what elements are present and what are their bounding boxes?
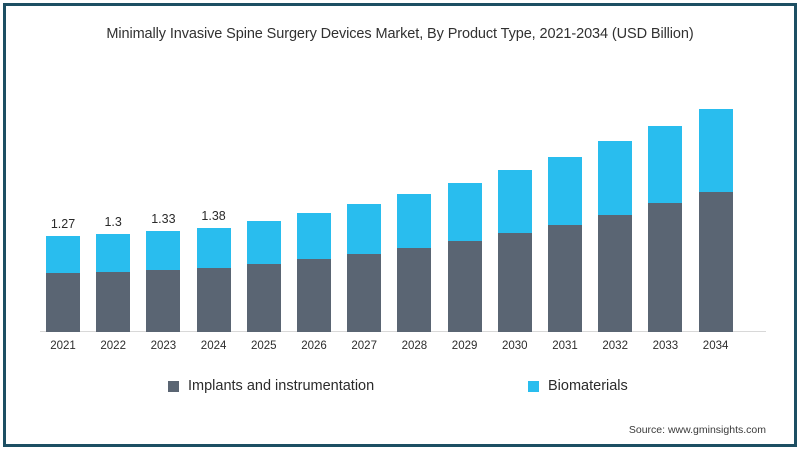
bar-segment-biomaterials[interactable] [96,233,131,272]
bar-segment-implants[interactable] [698,192,733,332]
bar-segment-implants[interactable] [347,254,382,332]
bar-segment-biomaterials[interactable] [347,204,382,255]
bar-segment-implants[interactable] [146,270,181,332]
bar-segment-implants[interactable] [246,263,281,332]
bar-segment-biomaterials[interactable] [196,227,231,268]
legend-swatch-icon [168,380,179,392]
bar-value-label: 1.27 [50,216,76,231]
x-axis-tick-label: 2033 [652,340,679,352]
bar-segment-biomaterials[interactable] [297,213,331,260]
bar-segment-biomaterials[interactable] [46,235,80,274]
x-axis-tick-label: 2024 [200,340,227,352]
page-title: Minimally Invasive Spine Surgery Devices… [106,26,694,42]
legend-item[interactable]: Biomaterials [528,374,628,398]
bar-value-label: 1.3 [104,214,122,229]
bar-segment-biomaterials[interactable] [648,125,683,204]
x-axis-tick-label: 2032 [602,340,628,352]
bar-segment-implants[interactable] [297,259,331,332]
bar-value-label: 1.38 [201,208,226,223]
source-caption: Source: www.gminsights.com [628,424,766,436]
x-axis-tick-label: 2023 [150,340,177,352]
bar-segment-biomaterials[interactable] [548,156,582,225]
legend-label: Biomaterials [548,378,628,394]
x-axis-tick-label: 2029 [451,340,478,352]
x-axis-tick-label: 2022 [100,340,126,352]
x-axis-tick-label: 2025 [251,340,277,352]
bar-segment-biomaterials[interactable] [698,108,733,193]
bar-segment-biomaterials[interactable] [146,231,181,270]
bar-segment-implants[interactable] [196,267,231,332]
bar-segment-biomaterials[interactable] [598,141,633,215]
bar-segment-implants[interactable] [447,241,482,332]
bar-segment-biomaterials[interactable] [397,194,432,249]
legend: Implants and instrumentation Biomaterials [0,374,800,398]
bar-segment-biomaterials[interactable] [497,170,532,233]
bar-segment-implants[interactable] [648,203,683,332]
bar-segment-implants[interactable] [497,232,532,332]
bar-segment-biomaterials[interactable] [246,220,281,264]
bar-value-label: 1.33 [151,212,176,227]
legend-swatch-icon [528,380,539,392]
x-axis-tick-label: 2028 [401,340,428,352]
bar-segment-implants[interactable] [397,248,432,332]
bar-segment-implants[interactable] [46,273,80,332]
x-axis-tick-label: 2030 [502,340,528,352]
x-axis-tick-label: 2031 [552,340,578,352]
x-axis-tick-label: 2027 [351,340,377,352]
x-axis-tick-label: 2021 [50,340,76,352]
x-axis-tick-label: 2026 [301,340,327,352]
legend-item[interactable]: Implants and instrumentation [168,374,374,398]
bar-segment-biomaterials[interactable] [447,183,482,242]
bar-segment-implants[interactable] [96,271,131,332]
plot-area: 1.27 1.3 1.33 1.38 [40,90,770,332]
x-axis-tick-label: 2034 [702,340,729,352]
bar-segment-implants[interactable] [548,224,582,332]
bar-segment-implants[interactable] [598,214,633,332]
legend-label: Implants and instrumentation [188,378,375,394]
